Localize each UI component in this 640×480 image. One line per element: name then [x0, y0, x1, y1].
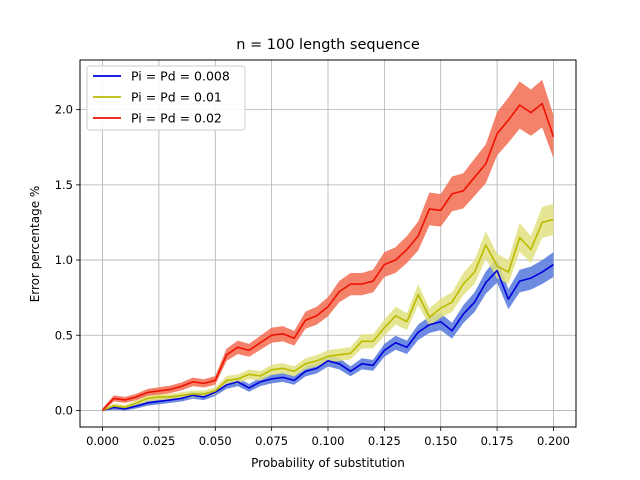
- x-tick-label: 0.175: [481, 434, 514, 448]
- y-tick-label: 1.0: [55, 253, 73, 267]
- x-tick-label: 0.025: [142, 434, 175, 448]
- chart-title: n = 100 length sequence: [236, 37, 420, 53]
- x-tick-label: 0.100: [312, 434, 345, 448]
- x-tick-label: 0.075: [255, 434, 288, 448]
- y-axis-ticks: 0.0 0.5 1.0 1.5 2.0: [55, 103, 80, 417]
- series-line-0: [102, 263, 554, 412]
- x-tick-label: 0.000: [86, 434, 119, 448]
- y-tick-label: 0.0: [55, 403, 73, 417]
- legend-label-2: Pi = Pd = 0.02: [131, 111, 222, 126]
- confidence-bands: [102, 79, 554, 411]
- y-tick-label: 0.5: [55, 328, 73, 342]
- legend-box: [86, 65, 246, 131]
- x-axis-label: Probability of substitution: [251, 456, 405, 470]
- x-tick-label: 0.125: [368, 434, 401, 448]
- legend: Pi = Pd = 0.008 Pi = Pd = 0.01 Pi = Pd = 0…: [86, 65, 246, 131]
- legend-label-0: Pi = Pd = 0.008: [131, 69, 230, 84]
- series-line-2: [101, 102, 555, 412]
- x-tick-label: 0.050: [199, 434, 232, 448]
- series-band-2: [102, 79, 554, 411]
- series-line-1: [102, 218, 554, 412]
- x-axis-ticks: 0.000 0.025 0.050 0.075 0.100 0.125 0.150 0.175…: [86, 427, 570, 448]
- x-tick-label: 0.150: [424, 434, 457, 448]
- y-axis-label: Error percentage %: [28, 186, 42, 303]
- series-lines: [101, 102, 555, 412]
- legend-label-1: Pi = Pd = 0.01: [131, 90, 222, 105]
- x-tick-label: 0.200: [537, 434, 570, 448]
- y-tick-label: 1.5: [55, 178, 73, 192]
- y-tick-label: 2.0: [55, 103, 73, 117]
